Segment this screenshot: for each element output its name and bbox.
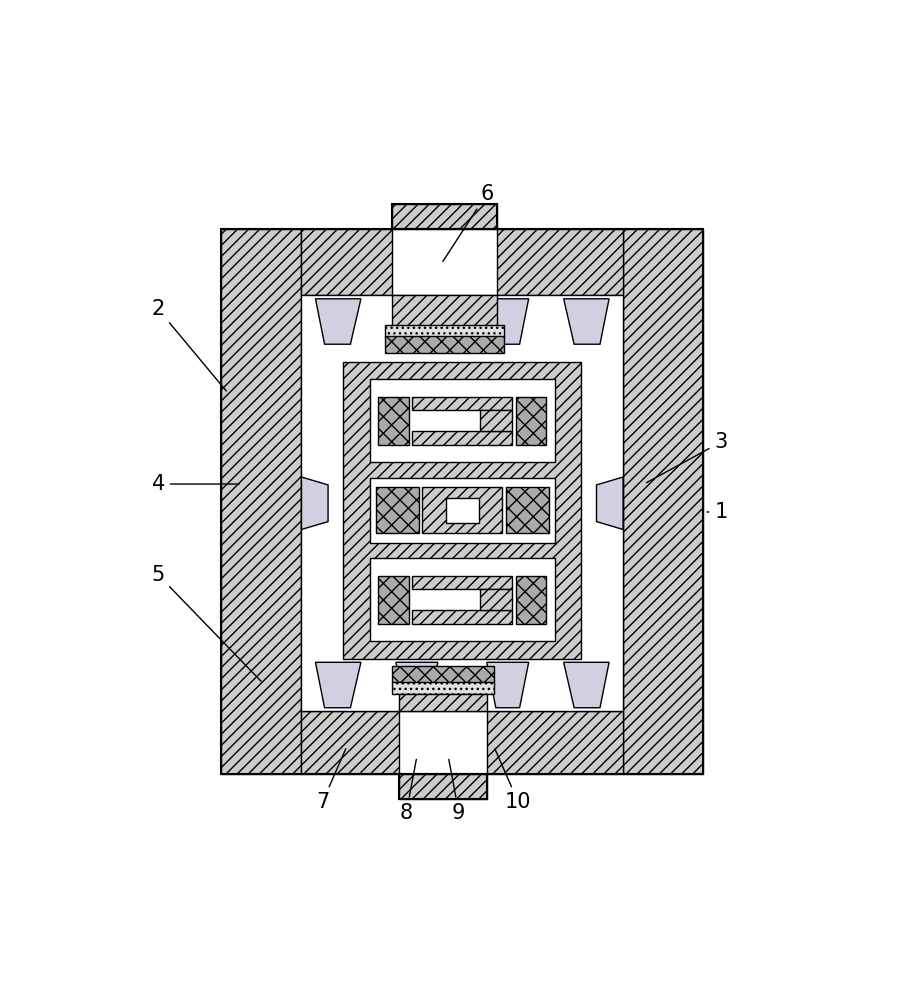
Bar [301,711,400,774]
Bar [385,336,504,353]
Bar [516,397,547,445]
Text: 3: 3 [647,432,728,483]
Bar [487,711,623,774]
Bar [446,498,479,523]
Polygon shape [564,662,609,708]
Bar [623,229,704,774]
Text: 1: 1 [707,502,728,522]
Bar [412,397,512,410]
Bar [221,229,301,774]
Bar [506,487,549,533]
Text: 6: 6 [443,184,493,261]
Bar [392,295,497,327]
Polygon shape [564,299,609,344]
Bar [392,682,493,694]
Polygon shape [396,299,437,344]
Polygon shape [596,477,623,529]
Bar [385,325,504,337]
Bar [497,229,623,295]
Bar [412,576,512,589]
Text: 5: 5 [152,565,261,681]
Bar [412,610,512,624]
Text: 9: 9 [449,759,465,823]
Bar [370,379,555,462]
Text: 8: 8 [400,759,417,823]
Polygon shape [487,662,529,708]
Bar [301,229,392,295]
Bar [370,558,555,641]
Bar [400,694,487,711]
Text: 7: 7 [316,749,345,812]
Bar [379,397,409,445]
Bar [375,487,419,533]
Bar [221,229,704,774]
Bar [516,576,547,624]
Bar [400,774,487,799]
Polygon shape [316,662,361,708]
Polygon shape [301,477,328,529]
Bar [392,204,497,229]
Polygon shape [487,299,529,344]
Bar [392,666,493,683]
Bar [301,295,623,711]
Polygon shape [316,299,361,344]
Bar [422,487,502,533]
Bar [481,589,512,610]
Bar [481,410,512,431]
Text: 4: 4 [152,474,239,494]
Bar [344,362,581,659]
Polygon shape [396,662,437,708]
Bar [412,431,512,445]
Bar [370,478,555,543]
Bar [379,576,409,624]
Bar [400,774,487,799]
Bar [392,204,497,229]
Text: 2: 2 [152,299,226,391]
Text: 10: 10 [495,749,531,812]
